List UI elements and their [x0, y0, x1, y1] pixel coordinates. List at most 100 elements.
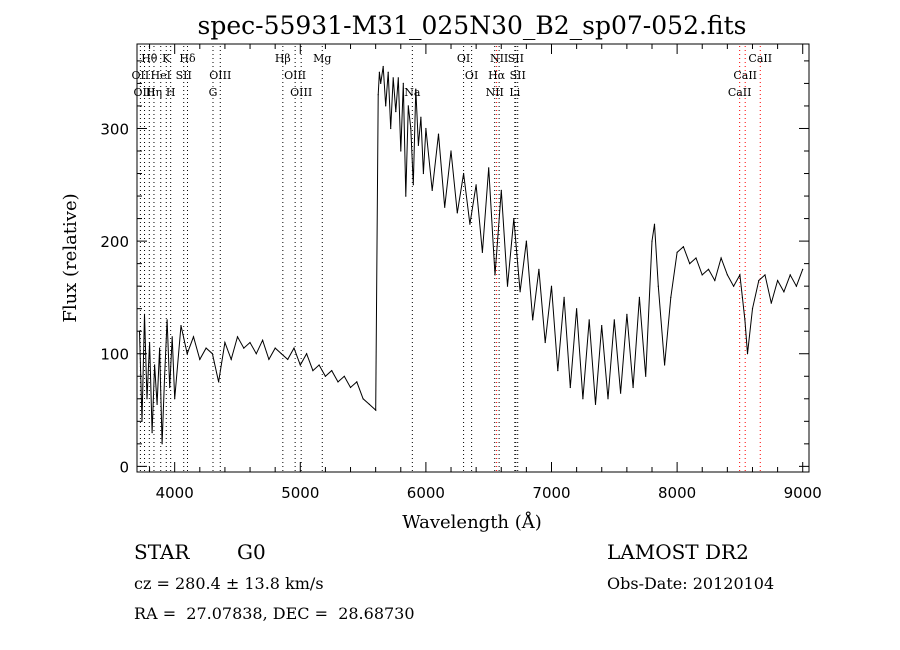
spectrum-point [377, 94, 379, 96]
spectrum-point [714, 279, 716, 282]
spectrum-point [230, 358, 232, 360]
spectrum-point [741, 296, 744, 298]
spectrum-point [255, 353, 257, 355]
spectrum-point [385, 105, 387, 107]
spectrum-point [733, 285, 735, 287]
spectrum-point [186, 353, 188, 355]
line-marker-label: Li [509, 86, 520, 99]
spectrum-point [318, 364, 320, 366]
spectrum-point [400, 150, 402, 152]
redshift-velocity: cz = 280.4 ± 13.8 km/s [134, 574, 324, 593]
spectrum-point [387, 71, 389, 73]
spectrum-point [397, 77, 399, 79]
y-tick-label: 100 [100, 346, 129, 364]
spectrum-point [682, 246, 685, 248]
spectrum-point [463, 172, 465, 175]
line-marker-label: OI [457, 52, 470, 65]
spectrum-point [707, 268, 710, 270]
line-marker-label: Na [404, 86, 421, 99]
spectrum-point [513, 218, 515, 220]
spectrum-point [588, 319, 590, 321]
line-marker-label: H [166, 86, 176, 99]
spectrum-point [392, 77, 394, 79]
chart-title: spec-55931-M31_025N30_B2_sp07-052.fits [198, 11, 747, 40]
spectrum-point [412, 184, 414, 186]
spectrum-point [594, 403, 597, 405]
spectrum-point [557, 370, 559, 372]
spectrum-point [422, 172, 424, 175]
line-marker-label: G [209, 86, 218, 99]
spectrum-point [390, 127, 392, 130]
spectrum-point [280, 353, 282, 355]
spectrum-point [362, 398, 364, 400]
spectrum-point [632, 386, 634, 389]
axes: 4000 5000 6000 7000 8000 9000 0 100 200 300 [100, 44, 822, 502]
spectrum-point [368, 403, 370, 405]
plot-frame [136, 43, 810, 473]
spectrum-point [249, 341, 251, 344]
spectrum-point [151, 432, 153, 434]
spectrum-point [645, 375, 647, 377]
y-tick-label: 200 [100, 233, 129, 251]
spectrum-point [500, 189, 502, 191]
observation-date: Obs-Date: 20120104 [607, 574, 775, 593]
spectrum-point [395, 111, 397, 113]
spectrum-point [149, 341, 151, 344]
spectrum-point [415, 88, 417, 90]
line-marker-label: OIII [209, 69, 231, 82]
line-marker-label: OIII [134, 86, 156, 99]
spectrum-point [626, 313, 628, 315]
spectrum-point [506, 285, 509, 287]
spectrum-point [274, 347, 276, 349]
spectrum-point [670, 296, 672, 298]
spectrum-point [563, 296, 565, 298]
line-marker-label: Hα [488, 69, 506, 82]
line-marker-label: SII [510, 69, 526, 82]
line-marker-label: OIII [284, 69, 306, 82]
object-class: STAR [134, 540, 190, 564]
spectrum-point [488, 167, 490, 169]
line-marker-label: CaII [733, 69, 757, 82]
line-marker-label: Hβ [275, 52, 291, 65]
spectrum-point [437, 133, 440, 135]
spectrum-point [664, 364, 666, 366]
spectrum-point [764, 274, 766, 276]
line-marker-label: NII [490, 52, 508, 65]
x-tick-label: 5000 [281, 484, 319, 502]
spectrum-point [469, 223, 471, 225]
spectrum-point [538, 268, 540, 270]
spectrum-point [689, 263, 691, 265]
spectrum-point [161, 443, 163, 445]
line-marker-label: HeI [151, 69, 171, 82]
spectrum-point [293, 347, 295, 349]
x-axis-label: Wavelength (Å) [402, 511, 542, 533]
spectrum-point [402, 82, 404, 84]
spectrum-point [349, 386, 352, 389]
spectrum-point [218, 381, 220, 383]
spectrum-point [701, 274, 703, 276]
spectrum-point [156, 403, 158, 405]
sky-coordinates: RA = 27.07838, DEC = 28.68730 [134, 604, 415, 623]
spectrum-point [205, 347, 207, 349]
spectrum-point [744, 319, 746, 321]
spectrum-point [224, 341, 226, 344]
spectrum-point [481, 251, 483, 253]
spectrum-point [324, 375, 326, 377]
spectrum-point [425, 127, 427, 130]
spectrum-point [243, 347, 245, 349]
spectrum-point [331, 370, 333, 372]
spectrum-point [532, 319, 534, 321]
spectrum-point [407, 105, 409, 107]
line-marker-label: K [162, 52, 171, 65]
spectrum-point [410, 127, 412, 130]
spectrum-point [164, 375, 166, 377]
spectrum-point [382, 65, 384, 68]
spectrum-point [751, 308, 754, 310]
spectrum-point [236, 336, 239, 338]
spectrum-point [343, 375, 345, 377]
spectrum-point [420, 116, 422, 118]
spectrum-point [638, 296, 641, 298]
spectrum-point [174, 398, 176, 400]
